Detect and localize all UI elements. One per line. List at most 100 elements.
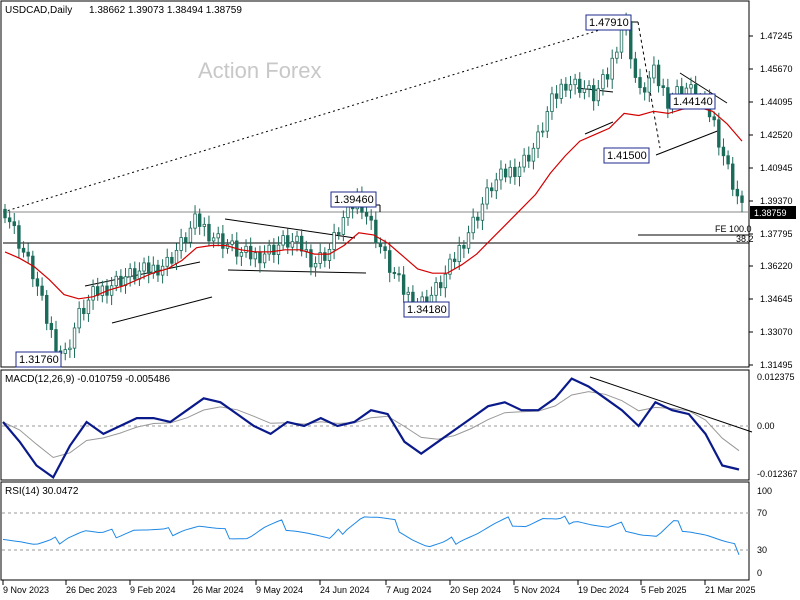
candle [202, 217, 207, 237]
candle [439, 275, 443, 297]
candle [364, 207, 369, 225]
candle [63, 342, 67, 361]
macd-tick-zero: 0.00 [757, 421, 775, 431]
candle [462, 240, 466, 259]
candle [638, 68, 642, 95]
candle [165, 248, 169, 277]
candle [193, 205, 197, 235]
candle [531, 142, 536, 170]
time-tick: 20 Sep 2024 [450, 585, 501, 595]
candle [712, 111, 716, 127]
candle [230, 233, 234, 252]
candle [656, 59, 661, 93]
wedge-bottom [655, 129, 721, 156]
candle [323, 247, 327, 268]
macd-trendline [589, 376, 753, 433]
candle [721, 138, 726, 166]
macd-panel[interactable] [0, 369, 750, 481]
svg-text:1.34180: 1.34180 [407, 304, 447, 316]
candle [337, 227, 341, 240]
svg-text:1.47910: 1.47910 [589, 17, 629, 29]
candle [494, 172, 499, 200]
time-tick: 9 Feb 2024 [130, 585, 176, 595]
ohlc-values: 1.38662 1.39073 1.38494 1.38759 [89, 5, 242, 16]
time-axis: 9 Nov 2023 26 Dec 2023 9 Feb 2024 26 Mar 20… [2, 580, 756, 595]
candle [119, 269, 123, 293]
candle [313, 256, 318, 277]
candle [513, 158, 517, 185]
candle [188, 221, 193, 248]
rsi-title: RSI(14) 30.0472 [5, 486, 79, 497]
macd-title: MACD(12,26,9) -0.010759 -0.005486 [5, 374, 171, 385]
candle [596, 80, 601, 107]
candle [434, 277, 438, 303]
flag-bottom [584, 121, 614, 135]
candle [731, 156, 735, 197]
candle [299, 229, 304, 257]
candle [7, 210, 12, 229]
candle [151, 256, 156, 279]
candle [726, 150, 730, 170]
macd-tick-top: 0.012375 [757, 372, 795, 382]
svg-text:1.44140: 1.44140 [673, 96, 713, 108]
candle [633, 51, 638, 83]
candle [443, 265, 448, 298]
candle [550, 86, 554, 120]
candle [489, 182, 494, 198]
candle [717, 112, 721, 156]
price-tick: 1.36220 [760, 261, 793, 271]
label-level-2: 1.41500 [603, 147, 650, 164]
candle [554, 85, 559, 109]
candle [540, 122, 545, 138]
time-tick: 5 Feb 2025 [641, 585, 687, 595]
rsi-tick-70: 70 [757, 508, 767, 518]
time-tick: 26 Dec 2023 [66, 585, 117, 595]
candle [216, 226, 220, 247]
candle [647, 70, 651, 102]
price-tick: 1.34645 [760, 294, 793, 304]
price-panel[interactable] [0, 0, 750, 368]
macd-signal-line [2, 391, 740, 459]
time-tick: 21 Mar 2025 [705, 585, 756, 595]
rsi-panel[interactable] [0, 481, 750, 581]
fe-sub-label: 38.2 [736, 234, 754, 244]
candle [587, 80, 591, 98]
candle [82, 299, 86, 321]
candle [568, 75, 573, 99]
fe-label: FE 100.0 [715, 224, 752, 234]
price-tick: 1.42520 [760, 130, 793, 140]
price-tick: 1.37795 [760, 229, 793, 239]
candle [96, 277, 100, 301]
candle [77, 301, 81, 334]
price-axis: 1.47245 1.45670 1.44095 1.42520 1.40945 1.393… [749, 31, 793, 370]
candle [466, 225, 471, 254]
candle [601, 69, 605, 96]
price-tick: 1.31495 [760, 360, 793, 370]
candle [392, 267, 397, 279]
candle [374, 211, 378, 249]
candle [388, 241, 392, 283]
candle [258, 245, 262, 273]
candle [179, 228, 183, 259]
candle [332, 223, 336, 260]
candle [378, 237, 383, 254]
channel-bottom [111, 296, 213, 324]
candle [740, 190, 744, 213]
price-candles [3, 12, 744, 361]
candle [281, 230, 285, 251]
macd-line [2, 377, 740, 480]
svg-text:1.41500: 1.41500 [607, 150, 647, 162]
candle [735, 180, 740, 205]
candle [605, 67, 610, 88]
candle [522, 148, 526, 173]
candle [253, 247, 258, 268]
wedge-top [679, 72, 728, 104]
candle [17, 220, 21, 259]
label-high: 1.47910 [585, 14, 632, 31]
moving-average-line [4, 106, 743, 300]
candle [476, 211, 480, 229]
channel-top [84, 261, 201, 287]
candle [480, 197, 485, 231]
candle [290, 232, 295, 256]
